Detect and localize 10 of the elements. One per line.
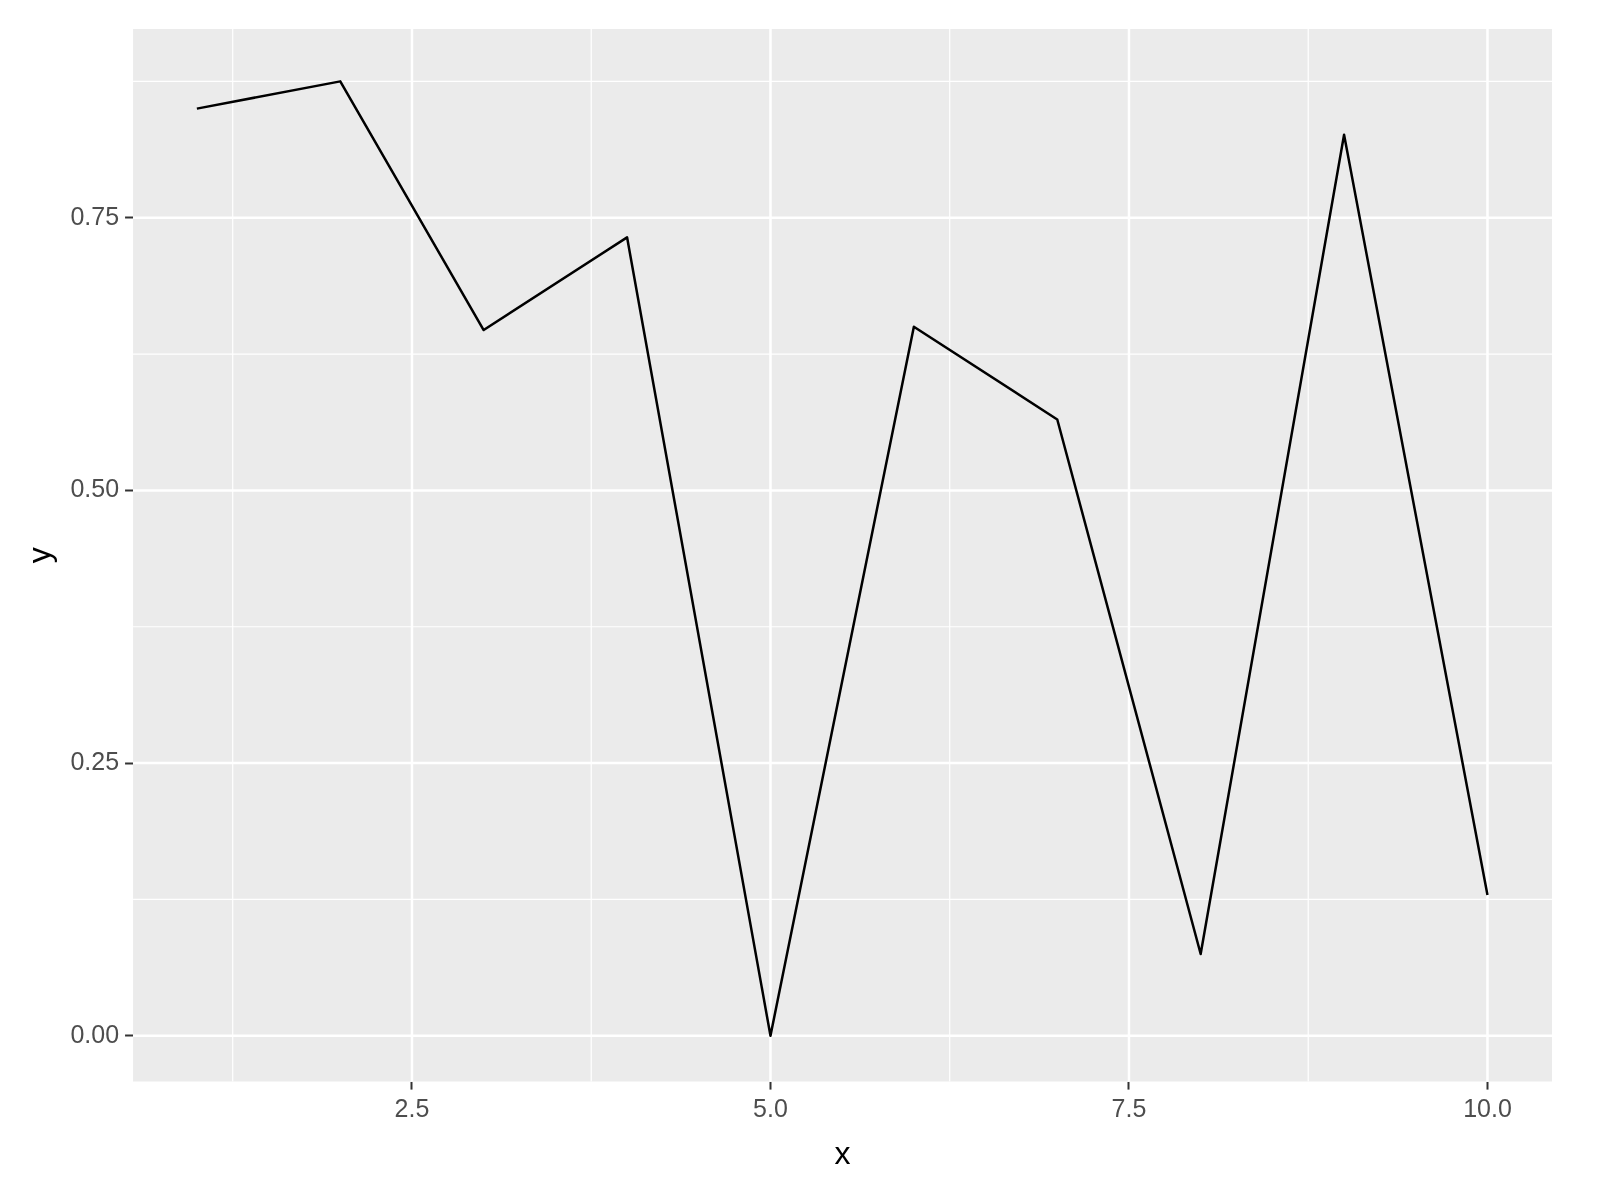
x-tick-label: 2.5 [394,1094,430,1123]
y-axis-title: y [21,547,58,564]
x-tick-label: 10.0 [1463,1094,1512,1123]
y-tick-label: 0.75 [70,201,120,230]
x-tick-label: 5.0 [753,1094,788,1123]
y-tick-label: 0.00 [70,1019,120,1048]
y-tick-label: 0.25 [70,746,120,775]
x-tick-label: 7.5 [1111,1094,1147,1123]
y-tick-label: 0.50 [70,474,120,503]
x-axis-title: x [834,1134,851,1171]
